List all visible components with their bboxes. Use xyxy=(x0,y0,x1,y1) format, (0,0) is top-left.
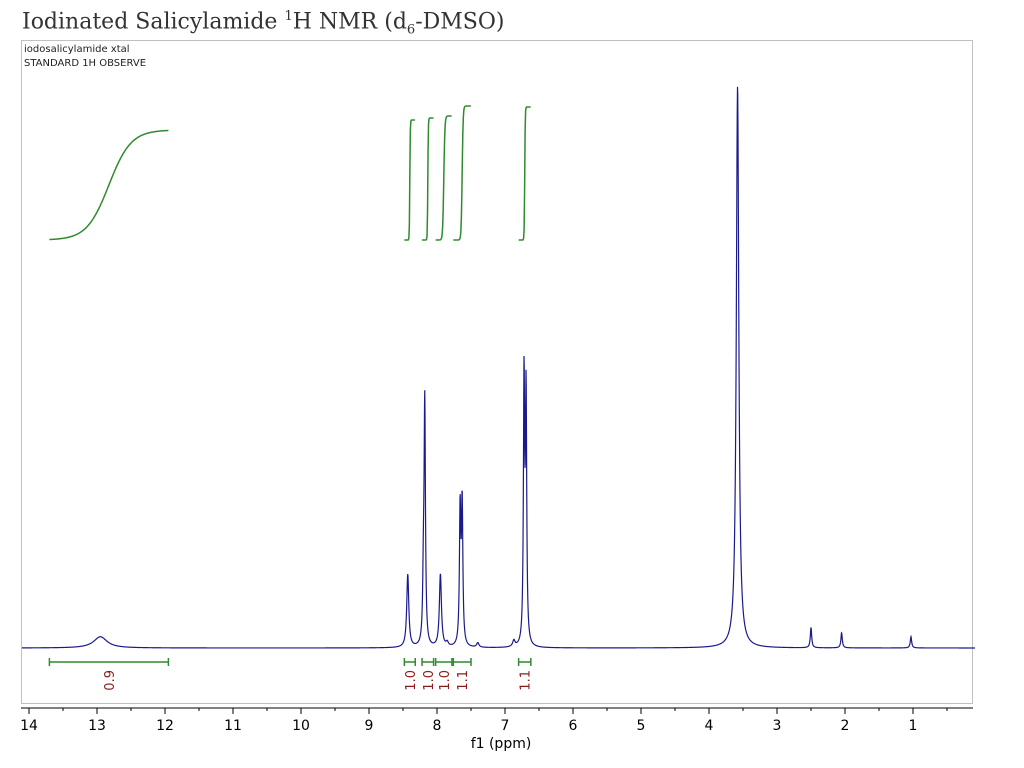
x-axis-title: f1 (ppm) xyxy=(471,736,532,752)
integral-curve xyxy=(435,115,452,241)
x-tick-label: 4 xyxy=(705,718,714,734)
x-tick-label: 12 xyxy=(156,718,174,734)
x-tick-label: 13 xyxy=(88,718,106,734)
x-tick-label: 10 xyxy=(292,718,310,734)
integral-curve xyxy=(422,117,434,241)
x-axis: 14 13 12 11 10 9 8 7 6 5 4 3 2 1 f1 (ppm) xyxy=(20,707,973,752)
spectrum-group xyxy=(22,86,975,649)
integral-value-label: 0.9 xyxy=(103,670,118,691)
x-tick-label: 11 xyxy=(224,718,242,734)
x-tick-label: 8 xyxy=(433,718,442,734)
integral-value-label: 1.0 xyxy=(404,670,419,691)
integral-curves xyxy=(49,105,531,241)
x-tick-label: 5 xyxy=(637,718,646,734)
sample-name: iodosalicylamide xtal xyxy=(24,44,130,55)
x-tick-label: 6 xyxy=(569,718,578,734)
x-tick-label: 9 xyxy=(365,718,374,734)
integral-curve xyxy=(453,105,471,241)
integral-value-label: 1.1 xyxy=(519,670,534,691)
x-tick-label: 1 xyxy=(909,718,918,734)
title-end: -DMSO) xyxy=(415,9,505,35)
title-middle: H NMR (d xyxy=(292,9,407,35)
chart-title: Iodinated Salicylamide 1H NMR (d6-DMSO) xyxy=(22,10,504,37)
title-main: Iodinated Salicylamide xyxy=(22,9,285,35)
x-tick-label: 2 xyxy=(841,718,850,734)
x-tick-label: 3 xyxy=(773,718,782,734)
integral-value-label: 1.0 xyxy=(422,670,437,691)
integral-curve xyxy=(518,106,531,241)
x-tick-label: 14 xyxy=(20,718,38,734)
integral-curve xyxy=(404,119,415,241)
integral-value-label: 1.1 xyxy=(456,670,471,691)
title-subscript: 6 xyxy=(406,22,416,38)
spectrum-line xyxy=(22,86,975,649)
experiment-name: STANDARD 1H OBSERVE xyxy=(24,58,147,69)
title-superscript: 1 xyxy=(284,9,293,24)
x-tick-label: 7 xyxy=(501,718,510,734)
integral-bars: 0.9 1.0 1.0 1.0 1.1 1.1 xyxy=(48,658,534,691)
integral-value-label: 1.0 xyxy=(438,670,453,691)
plot-frame xyxy=(21,40,973,704)
integral-curve xyxy=(49,129,169,241)
